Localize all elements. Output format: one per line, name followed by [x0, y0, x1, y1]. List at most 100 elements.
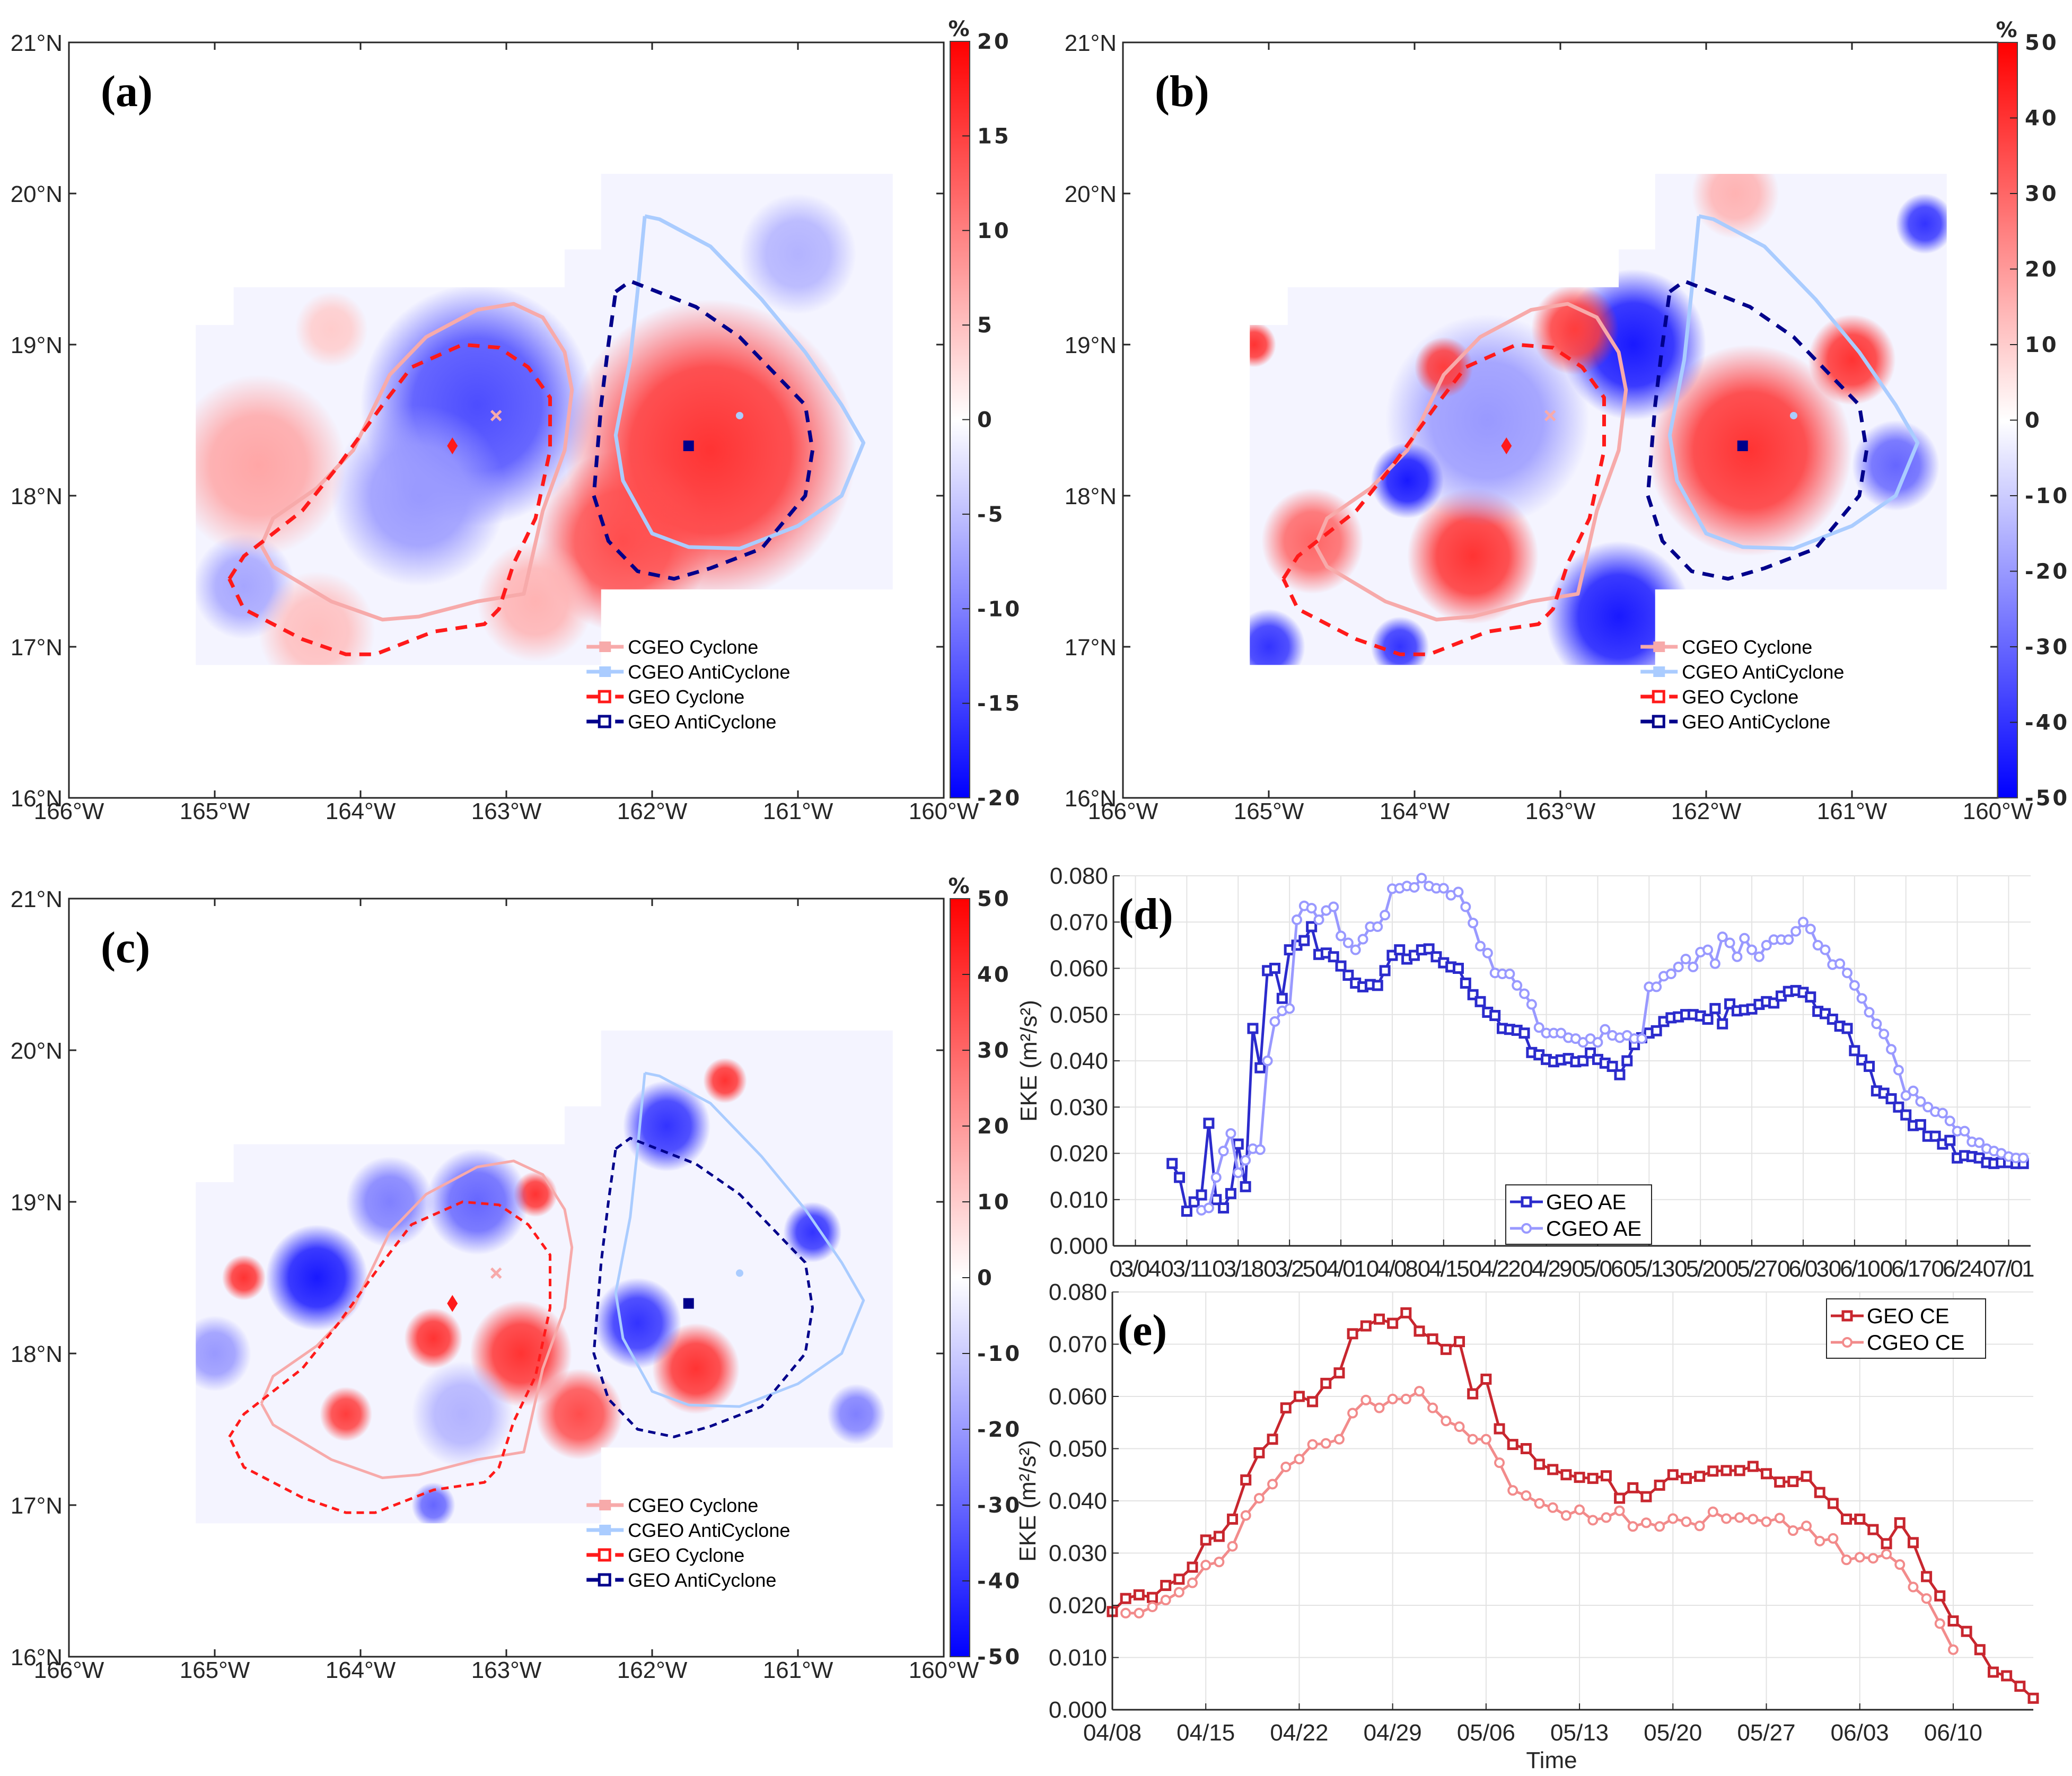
colorbar-tick-label: 50: [977, 887, 1011, 911]
data-point-square: [1120, 1593, 1131, 1604]
data-point-square: [1400, 1307, 1412, 1318]
field-anomaly-blob: [1648, 345, 1852, 556]
data-point-circle: [1849, 980, 1860, 991]
eddy-centers: [447, 1267, 743, 1312]
data-point-square: [2014, 1681, 2026, 1692]
x-axis-label: Time: [1526, 1747, 1577, 1773]
data-point-circle: [1856, 993, 1867, 1004]
data-point-circle: [1200, 1560, 1211, 1571]
cgeo-anticyclone-contour: [613, 214, 866, 551]
panel-label: (e): [1118, 1306, 1167, 1355]
data-point-circle: [1864, 1007, 1875, 1018]
data-point-circle: [1441, 1415, 1452, 1427]
data-point-square: [1814, 1487, 1825, 1498]
legend-item: CGEO Cyclone: [1640, 636, 1812, 658]
colorbar-unit-label: %: [948, 874, 971, 899]
field-anomaly-blob: [196, 1315, 251, 1392]
data-point-circle: [1915, 1096, 1926, 1107]
field-anomaly-blob: [295, 292, 368, 367]
data-point-circle: [1173, 1587, 1184, 1598]
eddy-contours: [228, 1071, 865, 1514]
data-point-circle: [1812, 939, 1823, 951]
data-point-circle: [1240, 1510, 1251, 1521]
data-point-square: [1881, 1538, 1892, 1550]
axes: 0.000 0.010 0.020 0.030 0.040 0.050 0.060 0.070…: [1049, 1279, 2033, 1746]
data-point-circle: [1400, 1393, 1411, 1404]
colorbar-tick-label: 20: [977, 1114, 1011, 1139]
x-tick-label: 04/15: [1418, 1256, 1470, 1282]
data-point-circle: [1805, 924, 1816, 935]
data-point-circle: [1347, 1408, 1358, 1419]
data-point-circle: [1519, 988, 1530, 999]
data-point-square: [1518, 1027, 1530, 1039]
data-point-square: [1709, 1003, 1721, 1014]
legend-marker-icon: [1652, 715, 1665, 728]
data-point-circle: [1203, 1202, 1214, 1214]
eddy-contours: [227, 214, 866, 656]
data-point-square: [1747, 1461, 1759, 1472]
x-tick-label: 166°W: [1088, 798, 1158, 824]
legend-marker-icon: [598, 715, 611, 728]
legend-marker-icon: [598, 690, 611, 704]
data-point-square: [1650, 1025, 1662, 1036]
data-point-circle: [1820, 944, 1831, 955]
legend-item: GEO Cyclone: [586, 1544, 744, 1566]
data-point-square: [1841, 1023, 1853, 1034]
colorbar-tick-label: -40: [2025, 711, 2069, 735]
x-tick-label: 05/13: [1550, 1720, 1609, 1746]
x-tick-label: 05/13: [1623, 1256, 1675, 1282]
data-point-square: [1574, 1472, 1585, 1483]
data-point-circle: [1934, 1618, 1945, 1629]
data-point-square: [1218, 1202, 1230, 1214]
data-point-circle: [1453, 886, 1464, 898]
data-point-square: [1720, 1465, 1732, 1476]
data-point-square: [1520, 1443, 1532, 1454]
data-point-circle: [1841, 1554, 1852, 1566]
x-tick-label: 05/20: [1674, 1256, 1726, 1282]
data-point-square: [1654, 1479, 1665, 1491]
x-tick-label: 164°W: [1380, 798, 1450, 824]
x-tick-label: 06/03: [1777, 1256, 1829, 1282]
data-point-circle: [1834, 958, 1846, 969]
data-point-square: [1293, 1391, 1305, 1402]
data-point-square: [1203, 1118, 1215, 1129]
field-anomaly-blob: [426, 1148, 529, 1255]
colorbar-tick-label: 10: [2025, 333, 2059, 357]
data-point-circle: [1374, 1402, 1385, 1413]
data-point-circle: [1894, 1559, 1906, 1570]
data-point-circle: [1475, 940, 1486, 952]
data-point-circle: [1974, 1137, 1985, 1148]
legend-marker-icon: [599, 1525, 611, 1535]
data-point-circle: [1801, 1520, 1812, 1532]
y-axis-label: EKE (m²/s²): [1016, 1000, 1042, 1122]
data-point-circle: [1262, 1056, 1273, 1066]
data-point-circle: [1120, 1607, 1131, 1619]
geo-anticyclone-contour: [592, 1137, 814, 1438]
data-point-circle: [1694, 1520, 1705, 1532]
data-point-square: [1894, 1517, 1906, 1528]
data-point-circle: [1225, 1128, 1236, 1139]
legend-item: GEO AntiCyclone: [1640, 711, 1830, 733]
legend-marker-icon: [1653, 641, 1665, 652]
colorbar-tick-label: -30: [2025, 635, 2069, 660]
data-point-square: [1915, 1119, 1926, 1130]
data-point-circle: [1438, 883, 1449, 894]
data-point-square: [1174, 1172, 1186, 1183]
geo-anticyclone-center-square-icon: [683, 1298, 694, 1309]
data-point-circle: [1867, 1553, 1878, 1564]
data-point-square: [1734, 1465, 1745, 1476]
data-point-square: [1667, 1469, 1679, 1481]
data-point-circle: [1688, 961, 1699, 972]
data-point-circle: [1651, 981, 1662, 992]
data-point-circle: [1526, 999, 1537, 1010]
data-point-square: [1489, 1009, 1501, 1021]
data-point-square: [1423, 943, 1435, 955]
data-point-square: [1187, 1561, 1198, 1573]
x-tick-label: 161°W: [1817, 798, 1887, 824]
data-point-circle: [1409, 882, 1420, 893]
series-cgeo-ce: [1120, 1386, 1959, 1655]
axes: 0.000 0.010 0.020 0.030 0.040 0.050 0.060 0.070…: [1050, 863, 2035, 1282]
geo-cyclone-center-diamond-icon: [447, 1295, 458, 1312]
x-tick-label: 06/24: [1931, 1256, 1983, 1282]
legend-square-icon: [1521, 1196, 1532, 1208]
